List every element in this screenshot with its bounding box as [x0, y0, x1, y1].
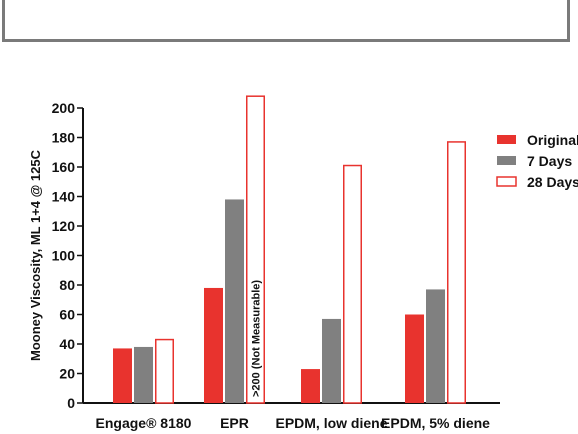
bar-28-days [343, 164, 362, 404]
legend-swatch [497, 156, 516, 165]
y-tick-label: 200 [52, 100, 76, 116]
chart-legend: Original 7 Days 28 Days [496, 132, 578, 190]
legend-swatch [497, 135, 516, 144]
y-tick-label: 0 [67, 395, 75, 411]
category-label: EPR [220, 415, 249, 431]
legend-label: 7 Days [527, 153, 572, 169]
bar-7-days [134, 346, 153, 403]
y-tick-label: 60 [59, 307, 75, 323]
top-frame-box [2, 0, 570, 42]
bar-original [113, 348, 132, 403]
y-tick-label: 160 [52, 159, 76, 175]
category-label: Engage® 8180 [96, 415, 192, 431]
y-tick-label: 100 [52, 248, 76, 264]
y-tick-label: 80 [59, 277, 75, 293]
chart-bars [113, 95, 466, 404]
bar-7-days [322, 318, 341, 403]
bar-original [405, 314, 424, 403]
category-label: EPDM, low diene [275, 415, 387, 431]
bar-original [204, 287, 223, 403]
bar-7-days [225, 199, 244, 403]
y-tick-label: 40 [59, 336, 75, 352]
chart-labels: 0 20 40 60 80 100 120 140 160 180 200 Mooney Viscos… [28, 100, 490, 431]
category-label: EPDM, 5% diene [381, 415, 490, 431]
legend-swatch [496, 176, 517, 187]
legend-label: 28 Days [527, 174, 578, 190]
y-tick-label: 140 [52, 189, 76, 205]
bar-28-days [155, 338, 174, 404]
bar-7-days [426, 289, 445, 403]
y-tick-label: 120 [52, 218, 76, 234]
bar-original [301, 369, 320, 403]
bar-28-days [447, 141, 466, 404]
y-axis-label: Mooney Viscosity, ML 1+4 @ 125C [28, 149, 43, 361]
annotation-not-measurable: >200 (Not Measurable) [251, 280, 263, 397]
y-tick-label: 20 [59, 366, 75, 382]
legend-label: Original [527, 132, 578, 148]
y-tick-label: 180 [52, 130, 76, 146]
bar-28-days [246, 95, 265, 404]
